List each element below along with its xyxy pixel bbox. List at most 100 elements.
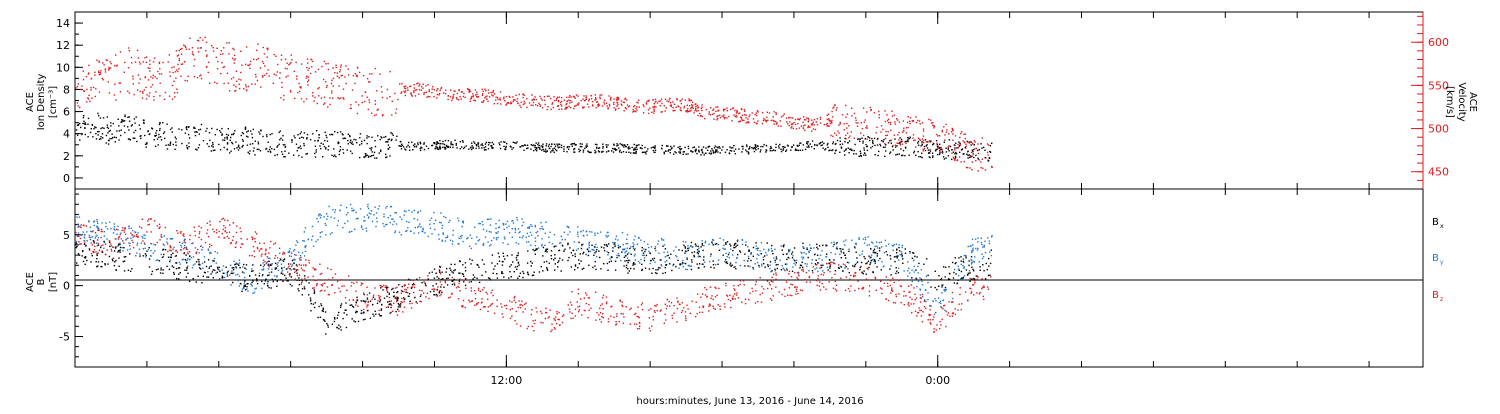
data-point xyxy=(460,148,461,149)
data-point xyxy=(587,104,588,105)
data-point xyxy=(189,251,190,252)
bottom-left-tick-label: 5 xyxy=(63,229,70,242)
data-point xyxy=(865,239,866,240)
top-right-tick-label: 450 xyxy=(1428,166,1449,179)
data-point xyxy=(642,302,643,303)
data-point xyxy=(448,146,449,147)
data-point xyxy=(475,89,476,90)
data-point xyxy=(639,317,640,318)
data-point xyxy=(396,287,397,288)
data-point xyxy=(331,92,332,93)
data-point xyxy=(781,294,782,295)
data-point xyxy=(172,131,173,132)
data-point xyxy=(625,146,626,147)
data-point xyxy=(221,219,222,220)
data-point xyxy=(799,127,800,128)
data-point xyxy=(523,235,524,236)
data-point xyxy=(895,146,896,147)
data-point xyxy=(173,144,174,145)
data-point xyxy=(262,76,263,77)
data-point xyxy=(658,240,659,241)
data-point xyxy=(916,297,917,298)
data-point xyxy=(312,92,313,93)
data-point xyxy=(324,146,325,147)
data-point xyxy=(761,264,762,265)
data-point xyxy=(961,131,962,132)
data-point xyxy=(454,90,455,91)
data-point xyxy=(339,210,340,211)
data-point xyxy=(617,145,618,146)
data-point xyxy=(181,129,182,130)
data-point xyxy=(144,238,145,239)
data-point xyxy=(850,275,851,276)
data-point xyxy=(635,153,636,154)
data-point xyxy=(371,137,372,138)
data-point xyxy=(965,147,966,148)
data-point xyxy=(574,241,575,242)
data-point xyxy=(285,146,286,147)
data-point xyxy=(350,204,351,205)
data-point xyxy=(436,141,437,142)
data-point xyxy=(795,124,796,125)
data-point xyxy=(789,287,790,288)
data-point xyxy=(283,156,284,157)
data-point xyxy=(976,148,977,149)
data-point xyxy=(972,239,973,240)
data-point xyxy=(347,212,348,213)
data-point xyxy=(325,132,326,133)
data-point xyxy=(892,146,893,147)
data-point xyxy=(167,251,168,252)
data-point xyxy=(158,137,159,138)
data-point xyxy=(943,305,944,306)
data-point xyxy=(786,268,787,269)
data-point xyxy=(205,50,206,51)
data-point xyxy=(391,139,392,140)
data-point xyxy=(109,68,110,69)
data-point xyxy=(981,147,982,148)
data-point xyxy=(104,235,105,236)
data-point xyxy=(963,134,964,135)
data-point xyxy=(911,284,912,285)
data-point xyxy=(382,286,383,287)
data-point xyxy=(353,210,354,211)
data-point xyxy=(687,269,688,270)
data-point xyxy=(720,309,721,310)
data-point xyxy=(114,137,115,138)
data-point xyxy=(828,150,829,151)
data-point xyxy=(521,145,522,146)
data-point xyxy=(509,232,510,233)
data-point xyxy=(808,121,809,122)
data-point xyxy=(469,301,470,302)
data-point xyxy=(373,155,374,156)
data-point xyxy=(219,221,220,222)
top-left-tick-label: 4 xyxy=(63,128,70,141)
data-point xyxy=(648,309,649,310)
data-point xyxy=(640,240,641,241)
data-point xyxy=(940,303,941,304)
data-point xyxy=(878,111,879,112)
data-point xyxy=(929,140,930,141)
data-point xyxy=(848,148,849,149)
data-point xyxy=(215,272,216,273)
data-point xyxy=(756,281,757,282)
data-point xyxy=(394,93,395,94)
data-point xyxy=(940,306,941,307)
data-point xyxy=(898,132,899,133)
data-point xyxy=(151,231,152,232)
data-point xyxy=(90,237,91,238)
data-point xyxy=(411,303,412,304)
data-point xyxy=(300,146,301,147)
data-point xyxy=(561,145,562,146)
data-point xyxy=(791,276,792,277)
data-point xyxy=(341,286,342,287)
data-point xyxy=(613,107,614,108)
data-point xyxy=(686,305,687,306)
data-point xyxy=(77,135,78,136)
data-point xyxy=(98,115,99,116)
data-point xyxy=(942,151,943,152)
data-point xyxy=(991,143,992,144)
data-point xyxy=(561,97,562,98)
data-point xyxy=(901,251,902,252)
data-point xyxy=(424,92,425,93)
data-point xyxy=(517,103,518,104)
